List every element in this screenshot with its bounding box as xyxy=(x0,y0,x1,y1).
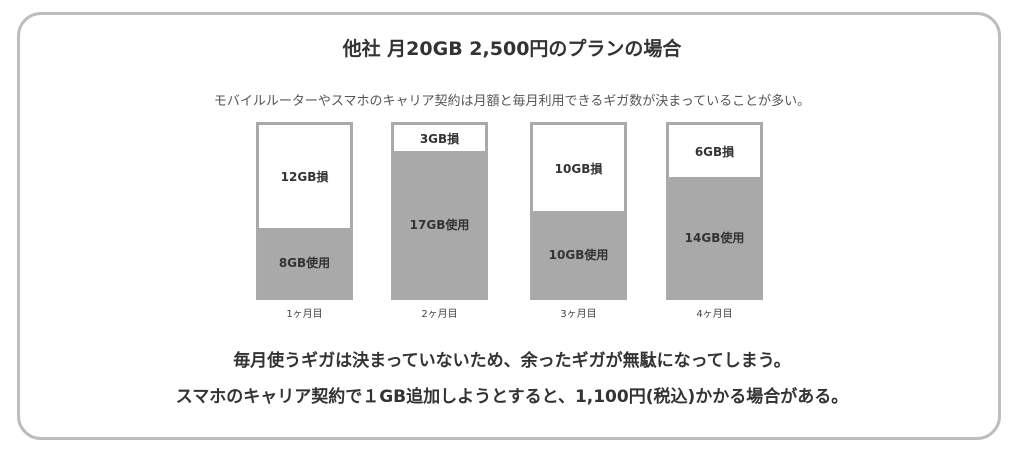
month-label: 2ヶ月目 xyxy=(421,309,458,320)
loss-segment: 10GB損 xyxy=(533,125,624,211)
month-label: 4ヶ月目 xyxy=(696,309,733,320)
loss-segment: 6GB損 xyxy=(669,125,760,177)
loss-segment: 3GB損 xyxy=(394,125,485,151)
note-line-2: スマホのキャリア契約で１GB追加しようとすると、1,100円(税込)かかる場合が… xyxy=(175,387,849,407)
used-segment: 17GB使用 xyxy=(394,151,485,297)
used-segment: 10GB使用 xyxy=(533,211,624,297)
month-label: 3ヶ月目 xyxy=(560,309,597,320)
diagram-subtitle: モバイルルーターやスマホのキャリア契約は月額と毎月利用できるギガ数が決まっている… xyxy=(213,94,811,109)
month-bar: 6GB損 14GB使用 xyxy=(666,122,763,300)
note-line-1: 毎月使うギガは決まっていないため、余ったギガが無駄になってしまう。 xyxy=(233,351,791,371)
used-segment: 14GB使用 xyxy=(669,177,760,297)
month-bar: 3GB損 17GB使用 xyxy=(391,122,488,300)
month-bar: 10GB損 10GB使用 xyxy=(530,122,627,300)
loss-segment: 12GB損 xyxy=(259,125,350,228)
month-bar: 12GB損 8GB使用 xyxy=(256,122,353,300)
diagram-title: 他社 月20GB 2,500円のプランの場合 xyxy=(342,38,682,60)
used-segment: 8GB使用 xyxy=(259,228,350,297)
month-label: 1ヶ月目 xyxy=(286,309,323,320)
info-card xyxy=(17,12,1001,440)
